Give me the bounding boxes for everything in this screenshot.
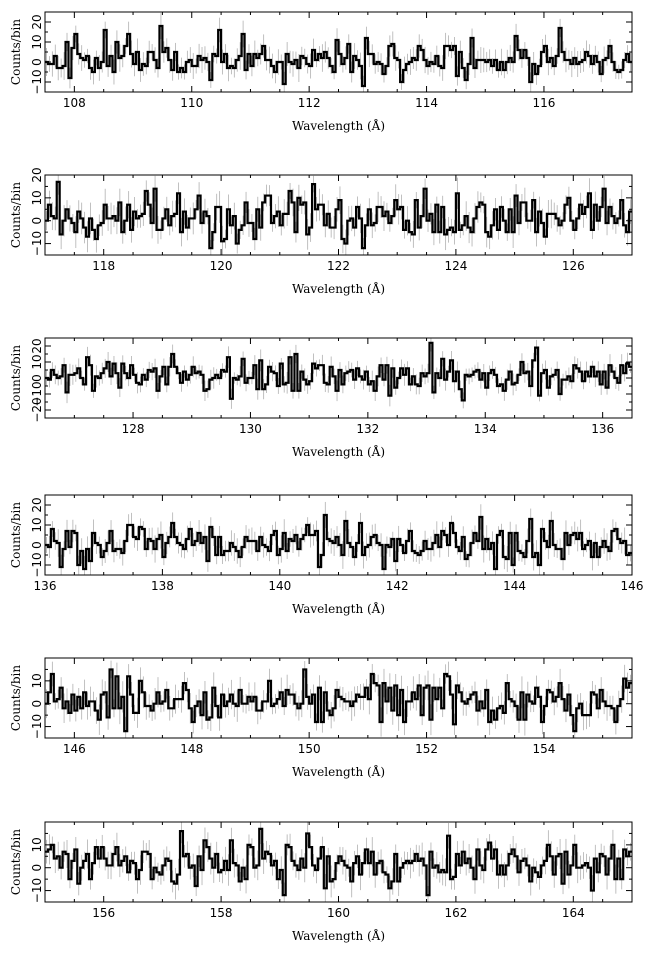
counts-histogram xyxy=(45,827,632,897)
y-tick-label: 0 xyxy=(30,58,44,66)
counts-histogram xyxy=(45,668,632,733)
y-tick-label: 10 xyxy=(30,517,44,532)
x-tick-label: 154 xyxy=(532,742,555,756)
x-tick-label: 140 xyxy=(268,579,291,593)
x-tick-label: 130 xyxy=(239,422,262,436)
x-axis-title: Wavelength (Å) xyxy=(292,601,385,616)
x-tick-label: 132 xyxy=(356,422,379,436)
x-axis-title: Wavelength (Å) xyxy=(292,764,385,779)
x-axis-title: Wavelength (Å) xyxy=(292,928,385,943)
x-tick-label: 128 xyxy=(122,422,145,436)
y-tick-label: 20 xyxy=(30,497,44,512)
counts-histogram xyxy=(45,341,632,402)
y-tick-label: 20 xyxy=(30,14,44,29)
x-tick-label: 126 xyxy=(562,259,585,273)
x-tick-label: 156 xyxy=(92,906,115,920)
y-tick-label: 10 xyxy=(30,673,44,688)
x-tick-label: 136 xyxy=(34,579,57,593)
x-axis-title: Wavelength (Å) xyxy=(292,118,385,133)
y-tick-label: 0 xyxy=(30,541,44,549)
x-tick-label: 110 xyxy=(180,96,203,110)
y-tick-label: −20 xyxy=(30,397,44,422)
x-tick-label: 134 xyxy=(474,422,497,436)
spectrum-panel-6: 156 158 160 162 164 −10 0 10 Wavelength (Å) Count… xyxy=(9,821,633,943)
y-tick-label: 0 xyxy=(30,700,44,708)
y-tick-label: −10 xyxy=(30,714,44,739)
y-tick-label: −10 xyxy=(30,381,44,406)
spectrum-panel-2: 118 120 122 124 126 −10 0 10 20 Wavelength (Å) Cou… xyxy=(9,167,633,296)
y-axis-title: Counts/bin xyxy=(9,829,23,895)
y-axis-title: Counts/bin xyxy=(9,345,23,411)
y-tick-label: 0 xyxy=(30,864,44,872)
y-tick-label: −10 xyxy=(30,878,44,903)
counts-histogram xyxy=(45,513,632,571)
x-tick-label: 158 xyxy=(210,906,233,920)
y-tick-label: 10 xyxy=(30,34,44,49)
x-tick-label: 112 xyxy=(298,96,321,110)
x-tick-label: 116 xyxy=(532,96,555,110)
y-axis-title: Counts/bin xyxy=(9,19,23,85)
y-tick-label: −10 xyxy=(30,231,44,256)
x-tick-label: 164 xyxy=(562,906,585,920)
x-tick-label: 118 xyxy=(92,259,115,273)
x-tick-label: 160 xyxy=(327,906,350,920)
counts-histogram xyxy=(45,180,632,250)
x-tick-label: 108 xyxy=(63,96,86,110)
x-tick-label: 124 xyxy=(444,259,467,273)
y-axis-title: Counts/bin xyxy=(9,665,23,731)
y-tick-label: 10 xyxy=(30,190,44,205)
spectrum-panel-1: 108 110 112 114 116 −10 0 10 20 Wavelength (Å) Cou… xyxy=(9,11,633,133)
y-tick-label: 20 xyxy=(30,167,44,182)
y-tick-label: 0 xyxy=(30,217,44,225)
x-tick-label: 142 xyxy=(386,579,409,593)
y-tick-label: −10 xyxy=(30,69,44,94)
y-axis-title: Counts/bin xyxy=(9,182,23,248)
y-tick-label: 20 xyxy=(30,338,44,353)
x-tick-label: 162 xyxy=(444,906,467,920)
x-tick-label: 148 xyxy=(180,742,203,756)
x-tick-label: 144 xyxy=(503,579,526,593)
spectrum-panel-5: 146 148 150 152 154 −10 0 10 Wavelength (Å) Count… xyxy=(9,657,633,779)
x-tick-label: 150 xyxy=(298,742,321,756)
x-tick-label: 146 xyxy=(63,742,86,756)
x-tick-label: 138 xyxy=(151,579,174,593)
x-tick-label: 136 xyxy=(591,422,614,436)
counts-histogram xyxy=(45,24,632,88)
x-axis-title: Wavelength (Å) xyxy=(292,281,385,296)
y-tick-label: −10 xyxy=(30,552,44,577)
x-tick-label: 146 xyxy=(621,579,644,593)
y-tick-label: 0 xyxy=(30,374,44,382)
x-tick-label: 114 xyxy=(415,96,438,110)
y-tick-label: 10 xyxy=(30,837,44,852)
x-tick-label: 120 xyxy=(210,259,233,273)
x-tick-label: 152 xyxy=(415,742,438,756)
spectrum-panel-4: 136 138 140 142 144 146 −10 0 10 20 Wavelength (Å)… xyxy=(9,494,644,616)
x-tick-label: 122 xyxy=(327,259,350,273)
y-tick-label: 10 xyxy=(30,354,44,369)
x-axis-title: Wavelength (Å) xyxy=(292,444,385,459)
y-axis-title: Counts/bin xyxy=(9,502,23,568)
